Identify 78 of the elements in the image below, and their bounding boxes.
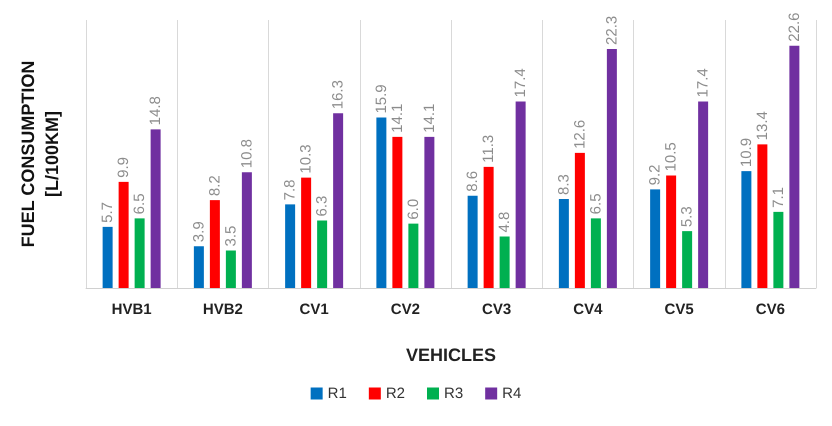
x-tick-label: HVB2 [202,301,243,318]
bar [134,218,145,288]
bar [317,220,328,288]
data-label: 14.1 [420,104,438,133]
data-label: 3.5 [222,226,240,246]
data-label: 16.3 [330,80,347,110]
data-label: 12.6 [571,120,588,149]
bar [301,178,312,288]
data-label: 6.0 [404,198,422,220]
bar [210,200,220,288]
bar [741,171,752,288]
legend-label: R1 [328,385,347,402]
data-label: 8.3 [555,174,572,196]
data-label: 3.9 [190,221,208,242]
x-tick-label: CV3 [482,301,512,318]
data-label: 10.8 [238,139,256,168]
bar [468,196,478,288]
bar [698,101,708,288]
data-label: 9.9 [115,157,132,178]
x-tick-label: HVB1 [112,301,152,318]
bar [516,101,526,288]
bar [226,250,236,288]
data-label: 9.2 [646,164,664,186]
x-tick-label: CV6 [756,301,785,318]
bar [102,226,113,288]
data-label: 17.4 [694,68,712,98]
bar [376,118,386,288]
data-label: 4.8 [496,212,514,233]
data-label: 22.3 [603,16,620,45]
data-label: 7.8 [282,180,299,200]
bar [484,166,494,288]
bar [392,136,402,288]
bar [682,231,692,288]
bar [666,175,676,288]
data-label: 22.6 [786,12,803,42]
legend-label: R3 [444,385,464,402]
bar [500,236,510,288]
bar [558,199,569,288]
bar [242,172,252,288]
data-label: 10.3 [298,144,315,174]
bar [757,144,768,288]
bar [590,218,601,288]
bar [333,113,344,288]
data-label: 10.5 [662,142,680,172]
bar [285,204,296,288]
data-label: 5.3 [678,206,696,228]
data-label: 13.4 [754,111,771,140]
y-axis-title: FUEL CONSUMPTION [L/100KM] [18,60,62,248]
data-label: 14.1 [388,104,406,133]
data-label: 7.1 [770,187,787,208]
data-label: 11.3 [480,134,498,163]
data-label: 5.7 [99,202,116,223]
x-tick-label: CV1 [300,301,329,318]
data-label: 15.9 [372,84,390,114]
data-label: 8.6 [464,170,482,192]
data-label: 6.5 [131,193,148,214]
bar [118,182,129,288]
legend-label: R4 [502,385,522,402]
x-axis-title: VEHICLES [406,345,496,365]
data-label: 8.2 [206,175,224,196]
data-label: 10.9 [738,138,755,168]
bar [424,136,434,288]
data-label: 6.5 [587,193,604,214]
bar [194,246,204,288]
data-label: 14.8 [147,96,164,126]
x-tick-label: CV5 [664,301,694,318]
bar [408,224,418,288]
bar [574,152,585,288]
data-label: 6.3 [314,196,331,216]
x-tick-label: CV2 [390,301,420,318]
bar [650,189,660,288]
bar [150,129,161,288]
bar [606,48,617,288]
bar [789,46,800,288]
x-tick-label: CV4 [573,301,604,318]
bar [773,212,784,288]
data-label: 17.4 [512,68,530,98]
legend-label: R2 [386,385,406,402]
